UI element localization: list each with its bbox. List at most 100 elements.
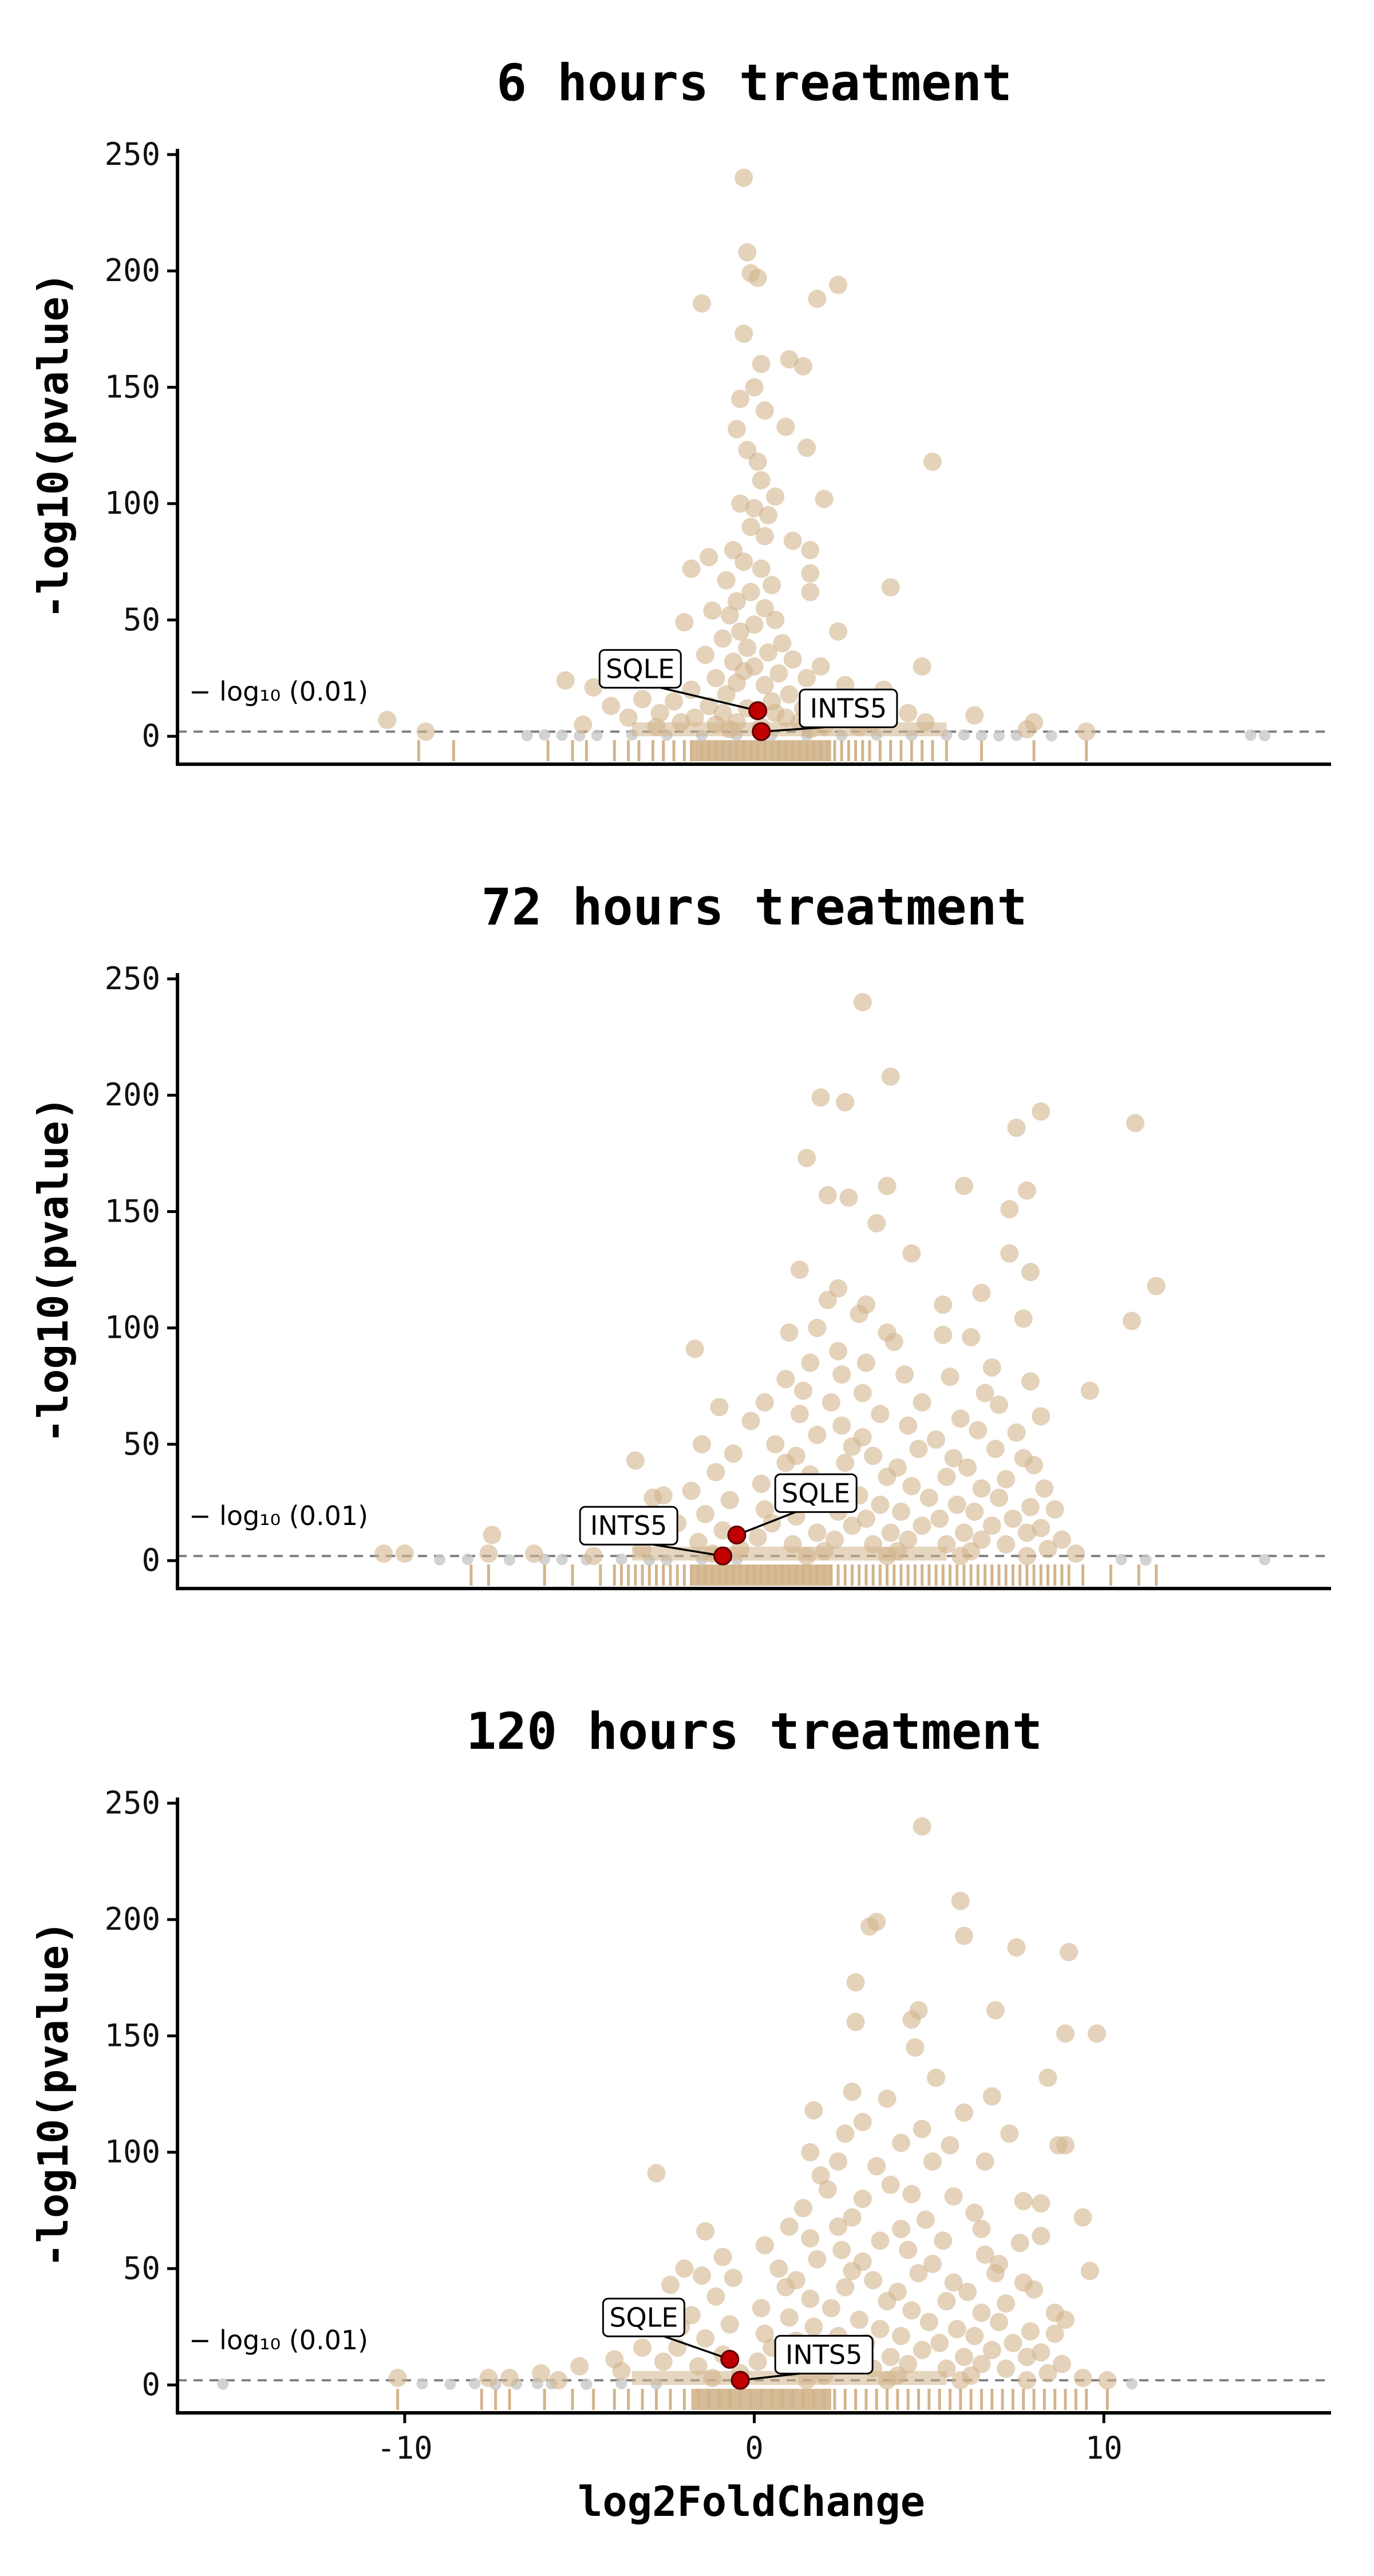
ns-point: [217, 2378, 229, 2390]
ns-point: [1140, 1554, 1152, 1566]
ns-point: [444, 2379, 456, 2391]
data-point: [951, 2371, 970, 2390]
data-point: [853, 2190, 872, 2208]
highlight-point: [720, 2350, 740, 2369]
data-point: [986, 2001, 1005, 2020]
data-point: [780, 350, 799, 369]
data-point: [919, 2313, 938, 2332]
data-point: [776, 708, 795, 727]
highlight-sqle: SQLE: [602, 2297, 740, 2369]
data-point: [846, 2013, 865, 2032]
data-point: [919, 1488, 938, 1507]
data-point: [839, 1188, 858, 1207]
data-point: [871, 1495, 890, 1514]
data-point: [710, 1397, 729, 1416]
data-point: [965, 2326, 984, 2345]
data-point: [755, 1500, 774, 1519]
data-point: [899, 1530, 918, 1549]
data-point: [881, 578, 900, 597]
ns-point: [556, 1554, 568, 1566]
highlight-label: SQLE: [781, 1477, 850, 1508]
data-point: [759, 643, 777, 662]
highlight-box: [774, 1473, 858, 1513]
data-point: [720, 720, 739, 739]
data-point: [972, 2354, 991, 2373]
ns-point: [1258, 1554, 1270, 1566]
data-point: [706, 1463, 725, 1481]
data-point: [1032, 1407, 1051, 1426]
data-point: [930, 2334, 949, 2353]
x-axis-label: log2FoldChange: [578, 2478, 925, 2526]
data-point: [748, 1528, 767, 1547]
data-point: [867, 2157, 886, 2176]
data-point: [1021, 2322, 1040, 2341]
data-point: [1007, 1938, 1026, 1957]
data-point: [801, 2143, 820, 2162]
data-point: [951, 1409, 970, 1428]
data-point: [1007, 1119, 1026, 1137]
chart-title: 6 hours treatment: [496, 53, 1012, 112]
data-point: [524, 1544, 543, 1563]
data-point: [549, 2371, 568, 2390]
data-point: [1077, 722, 1096, 741]
data-point: [574, 715, 593, 734]
data-point: [643, 1488, 662, 1507]
highlight-box: [799, 688, 898, 728]
data-point: [829, 275, 848, 294]
data-point: [1024, 2280, 1043, 2299]
significant-points: [378, 168, 1096, 741]
data-point: [724, 541, 743, 560]
data-point: [976, 2245, 994, 2264]
data-point: [829, 2217, 848, 2236]
data-point: [1017, 1547, 1036, 1566]
highlight-leader: [736, 1511, 796, 1536]
highlight-label: SQLE: [609, 2302, 678, 2333]
highlight-sqle: SQLE: [727, 1473, 858, 1545]
data-point: [913, 1817, 931, 1836]
data-point: [692, 294, 711, 313]
data-point: [731, 494, 750, 513]
data-point: [1000, 2124, 1019, 2143]
data-point: [776, 2278, 795, 2297]
data-point: [913, 1393, 931, 1412]
data-point: [735, 324, 753, 343]
rug-dense: [691, 740, 831, 761]
data-point: [958, 2282, 977, 2301]
data-point: [913, 657, 931, 676]
highlight-leader: [740, 2372, 800, 2381]
data-point: [944, 2273, 963, 2292]
data-point: [913, 2341, 931, 2360]
data-point: [808, 2250, 827, 2269]
data-point: [647, 2164, 666, 2183]
data-point: [584, 1547, 603, 1566]
data-point: [1039, 2068, 1057, 2087]
data-point: [1049, 2136, 1068, 2155]
data-point: [927, 1430, 946, 1449]
ns-point: [461, 1553, 473, 1565]
data-point: [1098, 2371, 1117, 2390]
data-point: [661, 2275, 680, 2294]
data-point: [780, 2217, 799, 2236]
data-point: [773, 634, 792, 653]
highlight-point: [713, 1546, 733, 1566]
data-point: [878, 2089, 897, 2108]
panel-0: 6 hours treatment -log10(pvalue) − log₁₀ (…: [29, 53, 1331, 766]
data-point: [745, 378, 764, 397]
data-point: [755, 2236, 774, 2255]
data-point: [885, 1333, 903, 1352]
data-point: [763, 576, 781, 595]
highlight-leader: [664, 2335, 731, 2361]
data-point: [752, 354, 771, 373]
data-point: [793, 2199, 812, 2218]
data-point: [654, 2352, 673, 2371]
data-point: [570, 2357, 589, 2376]
data-point: [836, 1453, 855, 1472]
data-point: [891, 1502, 910, 1521]
data-point: [1021, 1498, 1040, 1516]
data-point: [989, 1395, 1008, 1414]
data-point: [706, 669, 725, 688]
highlight-leader: [653, 1543, 723, 1557]
data-point: [913, 2120, 931, 2139]
data-point: [633, 690, 652, 709]
data-point: [783, 650, 802, 669]
